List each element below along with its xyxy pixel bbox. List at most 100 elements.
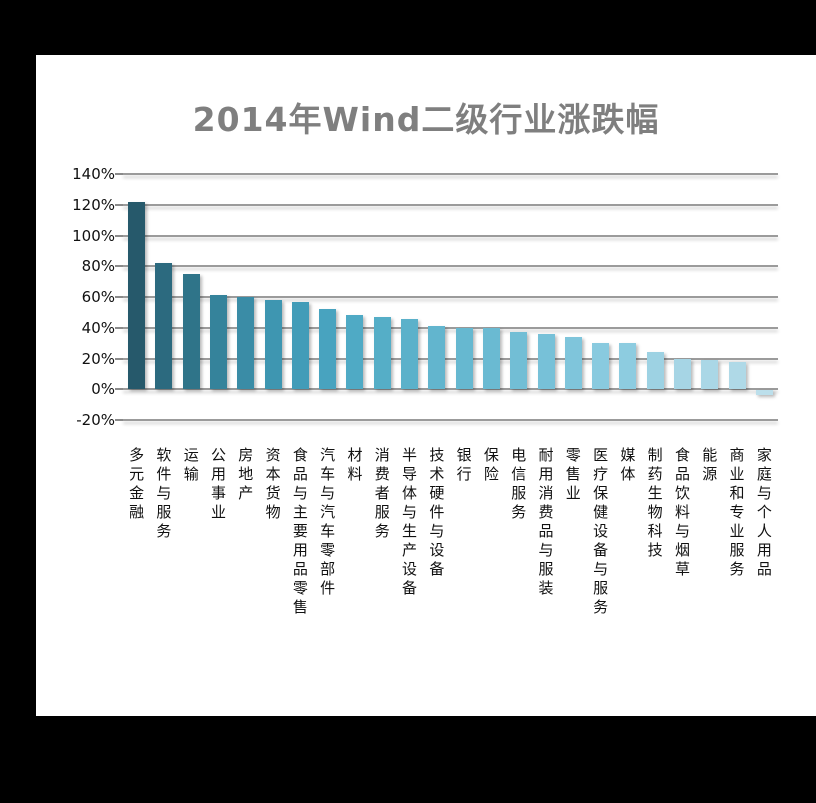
x-label-slot: 零售业: [560, 447, 587, 707]
bar-13: [455, 327, 473, 390]
x-axis-category-label: 医疗保健设备与服务: [591, 447, 610, 618]
gridline: [123, 173, 778, 175]
y-axis-tick-label: 20%: [81, 349, 115, 368]
x-axis-category-label: 材料: [345, 447, 364, 485]
x-axis-category-label: 家庭与个人用品: [754, 447, 773, 580]
bar-4: [210, 295, 228, 390]
bar-3: [182, 273, 200, 390]
x-label-slot: 汽车与汽车零部件: [314, 447, 341, 707]
y-axis-tick: [115, 357, 123, 360]
bar-10: [373, 316, 391, 390]
y-axis-tick: [115, 265, 123, 268]
bar-9: [346, 315, 364, 390]
x-label-slot: 制药生物科技: [642, 447, 669, 707]
bar-12: [428, 326, 446, 390]
x-label-slot: 商业和专业服务: [723, 447, 750, 707]
x-axis-category-label: 半导体与生产设备: [400, 447, 419, 599]
x-axis-category-label: 食品与主要用品零售: [290, 447, 309, 618]
bar-23: [728, 361, 746, 390]
y-axis-tick-label: 80%: [81, 257, 115, 276]
bar-21: [673, 358, 691, 390]
x-label-slot: 半导体与生产设备: [396, 447, 423, 707]
x-label-slot: 技术硬件与设备: [423, 447, 450, 707]
bar-7: [291, 301, 309, 390]
bar-1: [128, 201, 146, 390]
x-label-slot: 保险: [478, 447, 505, 707]
x-axis-category-label: 软件与服务: [154, 447, 173, 542]
x-label-slot: 银行: [451, 447, 478, 707]
y-axis-tick-label: 60%: [81, 288, 115, 306]
bar-24: [755, 390, 773, 395]
x-axis-category-label: 电信服务: [509, 447, 528, 523]
x-label-slot: 房地产: [232, 447, 259, 707]
bar-2: [155, 263, 173, 390]
y-axis-tick-label: 100%: [72, 226, 115, 245]
x-axis-category-label: 技术硬件与设备: [427, 447, 446, 580]
y-axis-tick: [115, 388, 123, 391]
gridline: [123, 296, 778, 298]
gridline: [123, 203, 778, 206]
chart-title: 2014年Wind二级行业涨跌幅: [192, 100, 660, 139]
x-axis-category-label: 汽车与汽车零部件: [318, 447, 337, 599]
x-axis-category-label: 零售业: [563, 447, 582, 504]
gridline: [123, 326, 778, 329]
y-axis-tick-label: 40%: [81, 318, 115, 337]
x-label-slot: 软件与服务: [150, 447, 177, 707]
x-axis-category-label: 媒体: [618, 447, 637, 485]
x-axis-labels: 多元金融 软件与服务 运输 公用事业 房地产 资本货物 食品与主要用品零售 汽车与汽车零部件材…: [123, 447, 778, 707]
x-label-slot: 能源: [696, 447, 723, 707]
x-label-slot: 资本货物: [259, 447, 286, 707]
plot-area: [115, 173, 778, 421]
gridline: [123, 234, 778, 237]
bar-18: [592, 343, 610, 390]
x-label-slot: 公用事业: [205, 447, 232, 707]
bar-16: [537, 333, 555, 390]
x-axis-category-label: 多元金融: [127, 447, 146, 523]
bar-20: [646, 352, 664, 390]
bar-15: [510, 332, 528, 390]
bar-8: [319, 309, 337, 390]
x-label-slot: 消费者服务: [369, 447, 396, 707]
y-axis-tick: [115, 419, 123, 421]
x-label-slot: 运输: [178, 447, 205, 707]
x-axis-category-label: 能源: [700, 447, 719, 485]
x-label-slot: 医疗保健设备与服务: [587, 447, 614, 707]
y-axis-tick-label: 140%: [72, 165, 115, 183]
y-axis-tick-label: -20%: [76, 411, 115, 429]
y-axis-tick: [115, 173, 123, 175]
x-axis-category-label: 耐用消费品与服装: [536, 447, 555, 599]
gridline: [123, 388, 778, 391]
x-axis-category-label: 商业和专业服务: [727, 447, 746, 580]
x-label-slot: 媒体: [614, 447, 641, 707]
y-axis-tick-label: 120%: [72, 195, 115, 214]
x-axis-category-label: 银行: [454, 447, 473, 485]
bar-5: [237, 297, 255, 390]
bar-11: [401, 318, 419, 390]
y-axis-tick-label: 0%: [91, 380, 115, 399]
chart-panel: 2014年Wind二级行业涨跌幅 140% 120% 100% 80% 60% 40% 20…: [36, 55, 816, 716]
x-axis-category-label: 房地产: [236, 447, 255, 504]
y-axis-tick: [115, 203, 123, 206]
gridline: [123, 357, 778, 360]
x-axis-category-label: 保险: [481, 447, 500, 485]
x-axis-category-label: 食品饮料与烟草: [672, 447, 691, 580]
bar-22: [701, 360, 719, 390]
gridline: [123, 419, 778, 421]
x-label-slot: 食品与主要用品零售: [287, 447, 314, 707]
y-axis-tick: [115, 234, 123, 237]
x-label-slot: 电信服务: [505, 447, 532, 707]
x-label-slot: 材料: [341, 447, 368, 707]
x-axis-category-label: 消费者服务: [372, 447, 391, 542]
x-axis-category-label: 公用事业: [209, 447, 228, 523]
x-axis-category-label: 运输: [181, 447, 200, 485]
bar-17: [564, 336, 582, 390]
x-label-slot: 多元金融: [123, 447, 150, 707]
bar-6: [264, 300, 282, 390]
bar-19: [619, 343, 637, 390]
x-axis-category-label: 资本货物: [263, 447, 282, 523]
x-axis-category-label: 制药生物科技: [645, 447, 664, 561]
x-label-slot: 耐用消费品与服装: [532, 447, 559, 707]
x-label-slot: 食品饮料与烟草: [669, 447, 696, 707]
x-label-slot: 家庭与个人用品: [751, 447, 778, 707]
